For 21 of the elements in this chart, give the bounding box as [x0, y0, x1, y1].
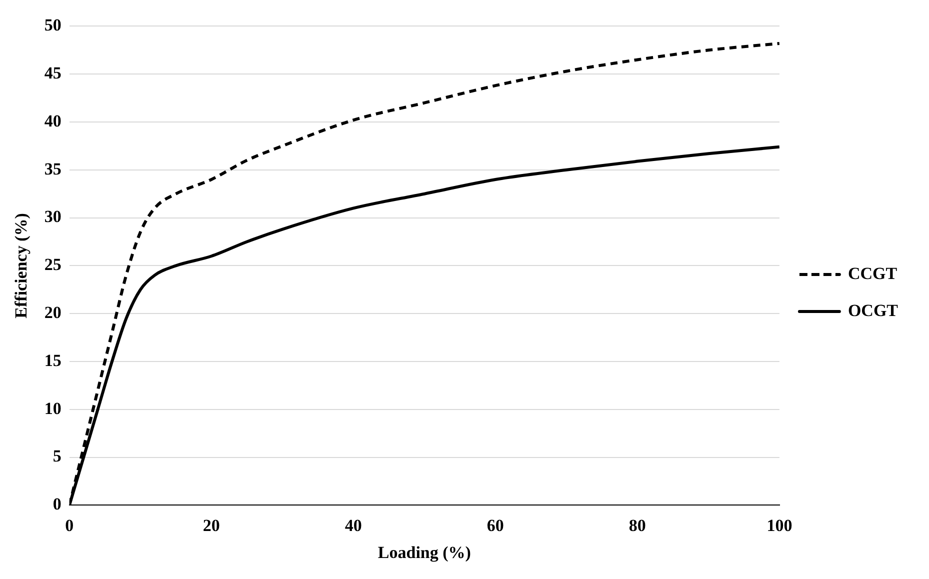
x-axis-title: Loading (%): [378, 543, 471, 562]
x-tick-label: 80: [628, 516, 646, 535]
x-tick-label: 60: [486, 516, 504, 535]
legend-label: CCGT: [848, 264, 898, 283]
y-tick-label: 0: [52, 494, 62, 514]
x-tick-label: 20: [202, 516, 220, 535]
y-tick-label: 25: [44, 255, 62, 274]
y-tick-label: 45: [44, 63, 62, 82]
y-tick-label: 30: [44, 207, 62, 226]
y-tick-label: 5: [52, 446, 62, 466]
y-tick-label: 35: [44, 159, 62, 178]
y-axis-title: Efficiency (%): [12, 213, 31, 318]
x-tick-label: 40: [344, 516, 362, 535]
legend-label: OCGT: [848, 300, 899, 320]
y-tick-label: 50: [44, 16, 62, 35]
y-tick-label: 15: [44, 350, 62, 370]
y-tick-label: 10: [44, 398, 62, 418]
y-tick-label: 20: [44, 302, 62, 322]
x-tick-label: 0: [65, 516, 74, 535]
y-tick-label: 40: [44, 111, 62, 130]
x-tick-label: 100: [766, 516, 792, 535]
